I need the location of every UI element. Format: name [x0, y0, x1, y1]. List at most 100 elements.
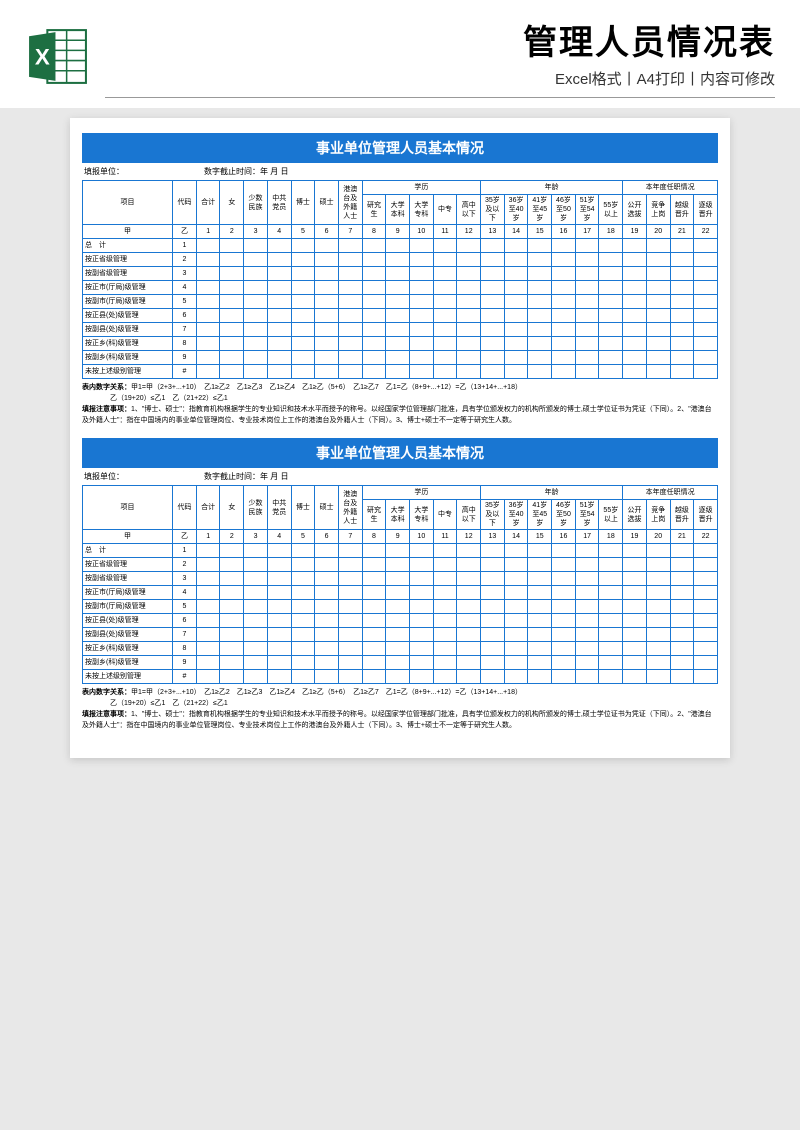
cell	[670, 337, 694, 351]
cell	[196, 628, 220, 642]
cell	[267, 323, 291, 337]
cell	[315, 351, 339, 365]
cell	[386, 558, 410, 572]
cell	[220, 600, 244, 614]
unit-label: 填报单位：	[84, 471, 124, 482]
row-code: #	[173, 670, 197, 684]
cell	[244, 642, 268, 656]
cell	[315, 365, 339, 379]
row-label: 按副乡(科)级管理	[83, 656, 173, 670]
th-col: 博士	[291, 181, 315, 225]
cell	[433, 239, 457, 253]
cell	[244, 586, 268, 600]
cell	[599, 642, 623, 656]
cell	[244, 365, 268, 379]
cell	[362, 670, 386, 684]
th-col: 中专	[433, 500, 457, 530]
cell	[244, 295, 268, 309]
cell	[504, 253, 528, 267]
cell	[694, 365, 718, 379]
th-col: 中共党员	[267, 181, 291, 225]
table-row: 未按上述级别管理#	[83, 670, 718, 684]
cell	[481, 614, 505, 628]
th-col: 硕士	[315, 486, 339, 530]
cell	[646, 351, 670, 365]
cell	[599, 656, 623, 670]
table-row: 按正县(处)级管理6	[83, 614, 718, 628]
cell	[575, 309, 599, 323]
cell	[196, 267, 220, 281]
th-num: 1	[196, 530, 220, 544]
cell	[291, 253, 315, 267]
cell	[220, 558, 244, 572]
th-col: 大学专科	[409, 195, 433, 225]
row-label: 按正县(处)级管理	[83, 614, 173, 628]
cell	[244, 614, 268, 628]
cell	[504, 586, 528, 600]
th-num: 9	[386, 225, 410, 239]
date-label: 数字截止时间：年 月 日	[204, 471, 288, 482]
cell	[291, 544, 315, 558]
table-row: 按副省级管理3	[83, 267, 718, 281]
cell	[244, 544, 268, 558]
cell	[362, 544, 386, 558]
th-col: 中专	[433, 195, 457, 225]
cell	[409, 337, 433, 351]
cell	[244, 337, 268, 351]
cell	[386, 544, 410, 558]
cell	[457, 642, 481, 656]
cell	[267, 253, 291, 267]
cell	[362, 600, 386, 614]
row-label: 按副省级管理	[83, 267, 173, 281]
cell	[575, 295, 599, 309]
cell	[315, 267, 339, 281]
th-col: 36岁至40岁	[504, 195, 528, 225]
th-edu: 学历	[362, 181, 480, 195]
cell	[694, 309, 718, 323]
cell	[220, 239, 244, 253]
cell	[528, 253, 552, 267]
th-num: 21	[670, 530, 694, 544]
cell	[291, 337, 315, 351]
th-num: 22	[694, 225, 718, 239]
cell	[196, 309, 220, 323]
cell	[362, 239, 386, 253]
cell	[433, 670, 457, 684]
cell	[457, 670, 481, 684]
cell	[315, 572, 339, 586]
cell	[433, 572, 457, 586]
cell	[528, 586, 552, 600]
cell	[457, 351, 481, 365]
cell	[433, 323, 457, 337]
cell	[196, 239, 220, 253]
cell	[386, 267, 410, 281]
excel-icon: X	[25, 24, 90, 89]
th-num: 16	[552, 530, 576, 544]
cell	[291, 670, 315, 684]
cell	[315, 281, 339, 295]
cell	[552, 323, 576, 337]
cell	[362, 267, 386, 281]
row-code: 8	[173, 642, 197, 656]
cell	[386, 295, 410, 309]
cell	[338, 572, 362, 586]
cell	[338, 642, 362, 656]
th-num: 6	[315, 225, 339, 239]
th-num: 17	[575, 530, 599, 544]
row-code: 5	[173, 295, 197, 309]
th-num: 4	[267, 530, 291, 544]
cell	[623, 670, 647, 684]
cell	[504, 656, 528, 670]
cell	[599, 351, 623, 365]
cell	[291, 628, 315, 642]
cell	[670, 323, 694, 337]
th-num: 3	[244, 530, 268, 544]
cell	[362, 656, 386, 670]
notes: 表内数字关系：甲1=甲（2+3+...+10） 乙1≥乙2 乙1≥乙3 乙1≥乙…	[82, 687, 718, 731]
cell	[481, 670, 505, 684]
cell	[670, 586, 694, 600]
cell	[575, 600, 599, 614]
th-num: 15	[528, 530, 552, 544]
cell	[504, 267, 528, 281]
cell	[338, 614, 362, 628]
